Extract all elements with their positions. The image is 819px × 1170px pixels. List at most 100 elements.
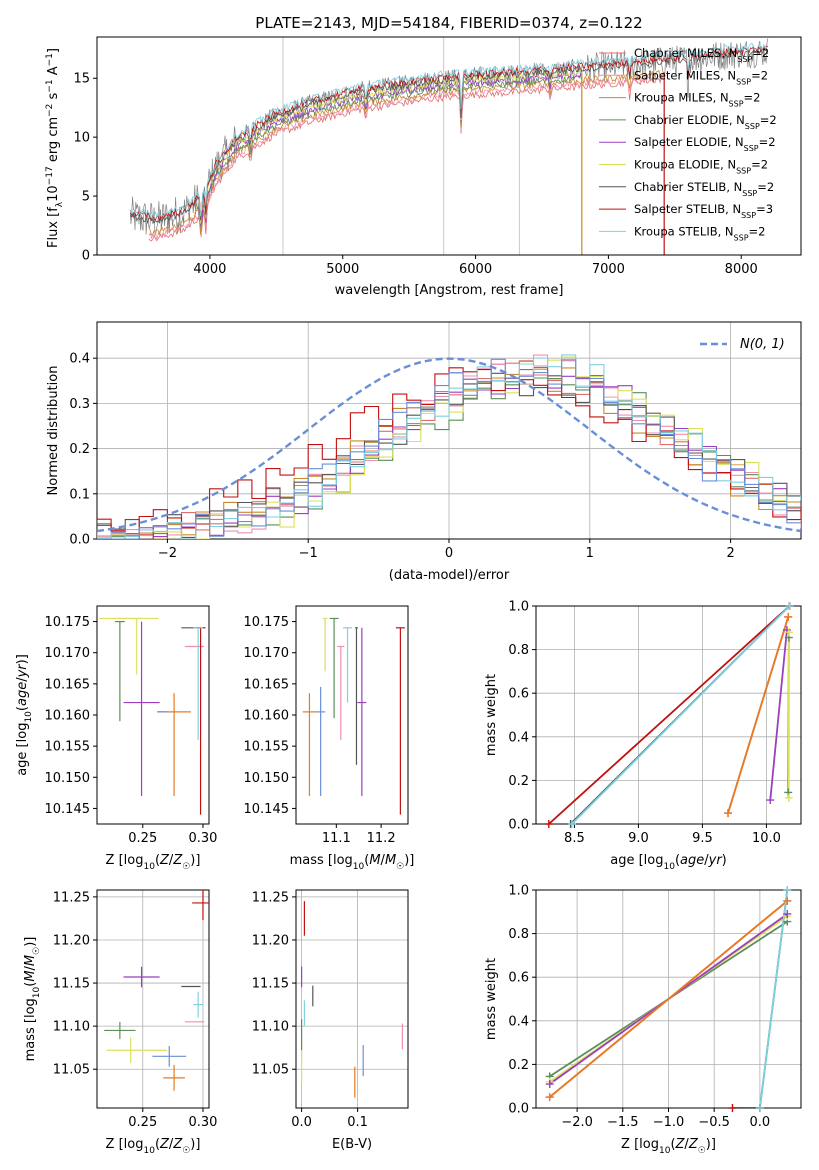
legend-text: Chabrier MILES, N [634,46,737,60]
label-part: 10 [24,711,34,723]
legend-label: Chabrier MILES, NSSP=2 [634,46,769,64]
legend-label: Salpeter ELODIE, NSSP=2 [634,135,776,153]
label-part: ☉ [182,1146,190,1156]
y-axis-label: Normed distribution [46,366,61,496]
residuals-plot-area [97,354,801,539]
model-spectrum-line [196,68,583,224]
weight-marker [755,1104,764,1112]
model-spectrum-line [130,42,768,218]
mass_vs_z-plot-area [104,890,209,1091]
legend-text: Kroupa ELODIE, N [634,158,736,172]
x-tick-label: 9.0 [628,831,649,846]
x-tick-label: 0 [445,546,453,561]
weight-line [549,900,788,1098]
y-tick-label: 10.155 [45,740,91,755]
x-tick-label: 0.0 [291,1115,312,1130]
weight_vs_age-panel: 8.5 9.0 9.5 10.0 0.0 0.2 0.4 0.6 0.8 1.0 mass weig… [484,600,802,872]
model-spectrum-line [148,73,664,240]
y-tick-label: 0.4 [69,352,90,367]
legend-suffix: =3 [756,202,773,216]
x-axis-label: E(B-V) [332,1137,372,1152]
x-axis-label: Z [log10(Z/Z☉)] [106,1137,201,1156]
label-part: / [169,853,174,868]
axes-frame [96,889,210,1109]
y-tick-label: 10.160 [244,709,290,724]
weight-marker [724,809,733,818]
age_vs_mass-panel: 11.1 11.2 10.145 10.150 10.155 10.160 10.165 10… [244,605,414,872]
age_vs_z-plot-area [99,617,206,815]
y-tick-label: 0.2 [508,774,529,789]
legend-label: Salpeter STELIB, NSSP=3 [634,202,773,220]
y-tick-label: 1.0 [508,884,529,899]
legend-sub: SSP [742,188,757,197]
weight-line [727,616,790,814]
legend-text: Chabrier STELIB, N [634,180,742,194]
label-part: A [46,66,61,79]
y-tick-label: 0.6 [508,971,529,986]
label-part: erg cm [46,117,61,166]
y-tick-label: 11.15 [252,977,289,992]
legend-text: Kroupa MILES, N [634,91,729,105]
label-part: )] [190,1137,200,1152]
mass_vs_ebv-panel: 0.0 0.1 11.05 11.10 11.15 11.20 11.25 E(B-V) [252,889,409,1152]
weight-marker [728,1104,737,1112]
label-part: mass [log [290,853,353,868]
model-spectrum-line [196,72,583,226]
label-part: yr [15,663,30,679]
model-spectrum-line [196,75,583,227]
label-part: 10 [663,862,675,872]
chart-title: PLATE=2143, MJD=54184, FIBERID=0374, z=0… [255,14,642,32]
label-part: ( [155,1137,160,1152]
x-tick-label: −0.5 [698,1115,730,1130]
label-part: ( [670,1137,675,1152]
y-tick-label: 10.145 [45,802,91,817]
legend-sub: SSP [741,211,756,220]
x-tick-label: 6000 [459,262,492,277]
label-part: s [46,92,61,103]
label-part: Z [log [106,1137,144,1152]
x-tick-label: −1.0 [653,1115,685,1130]
legend-label: Salpeter MILES, NSSP=2 [634,68,768,86]
weight-marker [567,820,576,828]
y-tick-label: 10.150 [244,771,290,786]
label-part: M [369,853,380,868]
label-part: age [680,853,704,868]
y-tick-label: 10.175 [45,615,91,630]
y-tick-label: 10.165 [244,677,290,692]
label-part: Z [675,1137,686,1152]
legend-suffix: =2 [752,46,769,60]
label-part: M [23,970,38,981]
label-part: −2 [45,104,55,117]
y-axis-label: mass weight [484,958,499,1040]
label-part: Z [688,1137,699,1152]
y-tick-label: 0.0 [508,1102,529,1117]
y-tick-label: 10.155 [244,740,290,755]
label-part: ☉ [396,862,404,872]
axes-frame [96,605,210,825]
label-part: Z [log [621,1137,659,1152]
age_vs_z-panel: 0.25 0.30 10.145 10.150 10.155 10.160 10.165 10… [15,605,218,872]
weight-marker [545,1080,554,1089]
label-part: Z [log [106,853,144,868]
weight-marker [784,793,793,802]
weight-line [571,606,791,824]
legend-sub: SSP [737,55,752,64]
weight-marker [766,796,775,805]
legend-suffix: =2 [757,180,774,194]
label-part: ☉ [32,947,42,955]
x-tick-label: 10.0 [752,831,781,846]
label-part: / [23,965,38,970]
label-part: M [385,853,396,868]
label-part: ( [364,853,369,868]
label-part: age [log [15,723,30,776]
y-tick-label: 10.165 [45,677,91,692]
axes-frame [295,889,409,1109]
x-tick-label: 0.30 [189,831,218,846]
axes-frame [295,605,409,825]
weight-marker [545,1093,554,1102]
legend-suffix: =2 [751,68,768,82]
label-part: )] [190,853,200,868]
legend-sub: SSP [744,144,759,153]
y-tick-label: 10.160 [45,709,91,724]
